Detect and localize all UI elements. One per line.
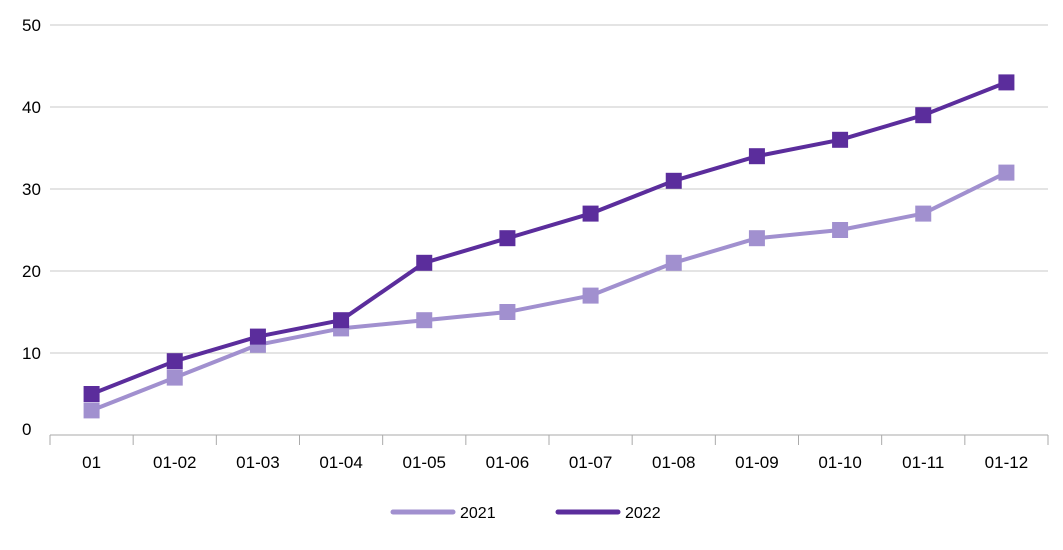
- data-point-marker: [748, 230, 765, 247]
- data-point-marker: [582, 205, 599, 222]
- x-tick-label: 01-02: [153, 453, 196, 472]
- y-tick-label: 50: [22, 16, 41, 35]
- legend-label: 2022: [625, 505, 661, 522]
- x-tick-label: 01-04: [319, 453, 362, 472]
- data-point-marker: [166, 353, 183, 370]
- y-tick-label: 40: [22, 98, 41, 117]
- data-point-marker: [499, 304, 516, 320]
- x-tick-label: 01-09: [735, 453, 778, 472]
- data-point-marker: [832, 131, 849, 148]
- data-point-marker: [998, 164, 1015, 181]
- series-2022: [83, 74, 1015, 402]
- y-tick-label: 20: [22, 262, 41, 281]
- y-tick-label: 0: [22, 420, 31, 439]
- series-line: [90, 80, 1008, 396]
- legend-item: 2021: [390, 505, 496, 522]
- data-point-marker: [665, 254, 682, 271]
- data-point-marker: [499, 230, 516, 247]
- x-tick-label: 01-07: [569, 453, 612, 472]
- data-point-marker: [83, 402, 100, 419]
- x-tick-label: 01-08: [652, 453, 695, 472]
- series-2021: [83, 164, 1015, 419]
- data-point-marker: [915, 107, 932, 124]
- y-axis-ticks: 0 10 20 30 40 50: [22, 16, 41, 439]
- x-tick-label: 01-10: [818, 453, 861, 472]
- y-tick-label: 10: [22, 344, 41, 363]
- data-point-marker: [83, 386, 100, 402]
- legend-item: 2022: [555, 505, 661, 522]
- x-tick-label: 01-11: [902, 453, 944, 472]
- x-axis: 01 01-02 01-03 01-04 01-05 01-06 01-07 01-08 01-…: [49, 434, 1049, 472]
- x-tick-label: 01-06: [486, 453, 529, 472]
- data-point-marker: [582, 287, 599, 304]
- data-point-marker: [748, 148, 765, 165]
- data-point-marker: [249, 328, 266, 345]
- x-tick-label: 01: [82, 453, 101, 472]
- data-point-marker: [832, 222, 849, 238]
- gridlines: [50, 24, 1048, 354]
- y-tick-label: 30: [22, 180, 41, 199]
- x-tick-label: 01-05: [403, 453, 446, 472]
- data-point-marker: [915, 205, 932, 222]
- legend-label: 2021: [460, 505, 496, 522]
- legend: 2021 2022: [390, 505, 661, 522]
- data-point-marker: [416, 254, 433, 271]
- x-tick-label: 01-12: [985, 453, 1028, 472]
- data-point-marker: [166, 369, 183, 386]
- x-tick-label: 01-03: [236, 453, 279, 472]
- data-point-marker: [998, 74, 1015, 91]
- series-lines: [83, 74, 1015, 419]
- series-line: [90, 170, 1008, 413]
- data-point-marker: [665, 172, 682, 189]
- data-point-marker: [333, 312, 350, 329]
- data-point-marker: [416, 312, 433, 329]
